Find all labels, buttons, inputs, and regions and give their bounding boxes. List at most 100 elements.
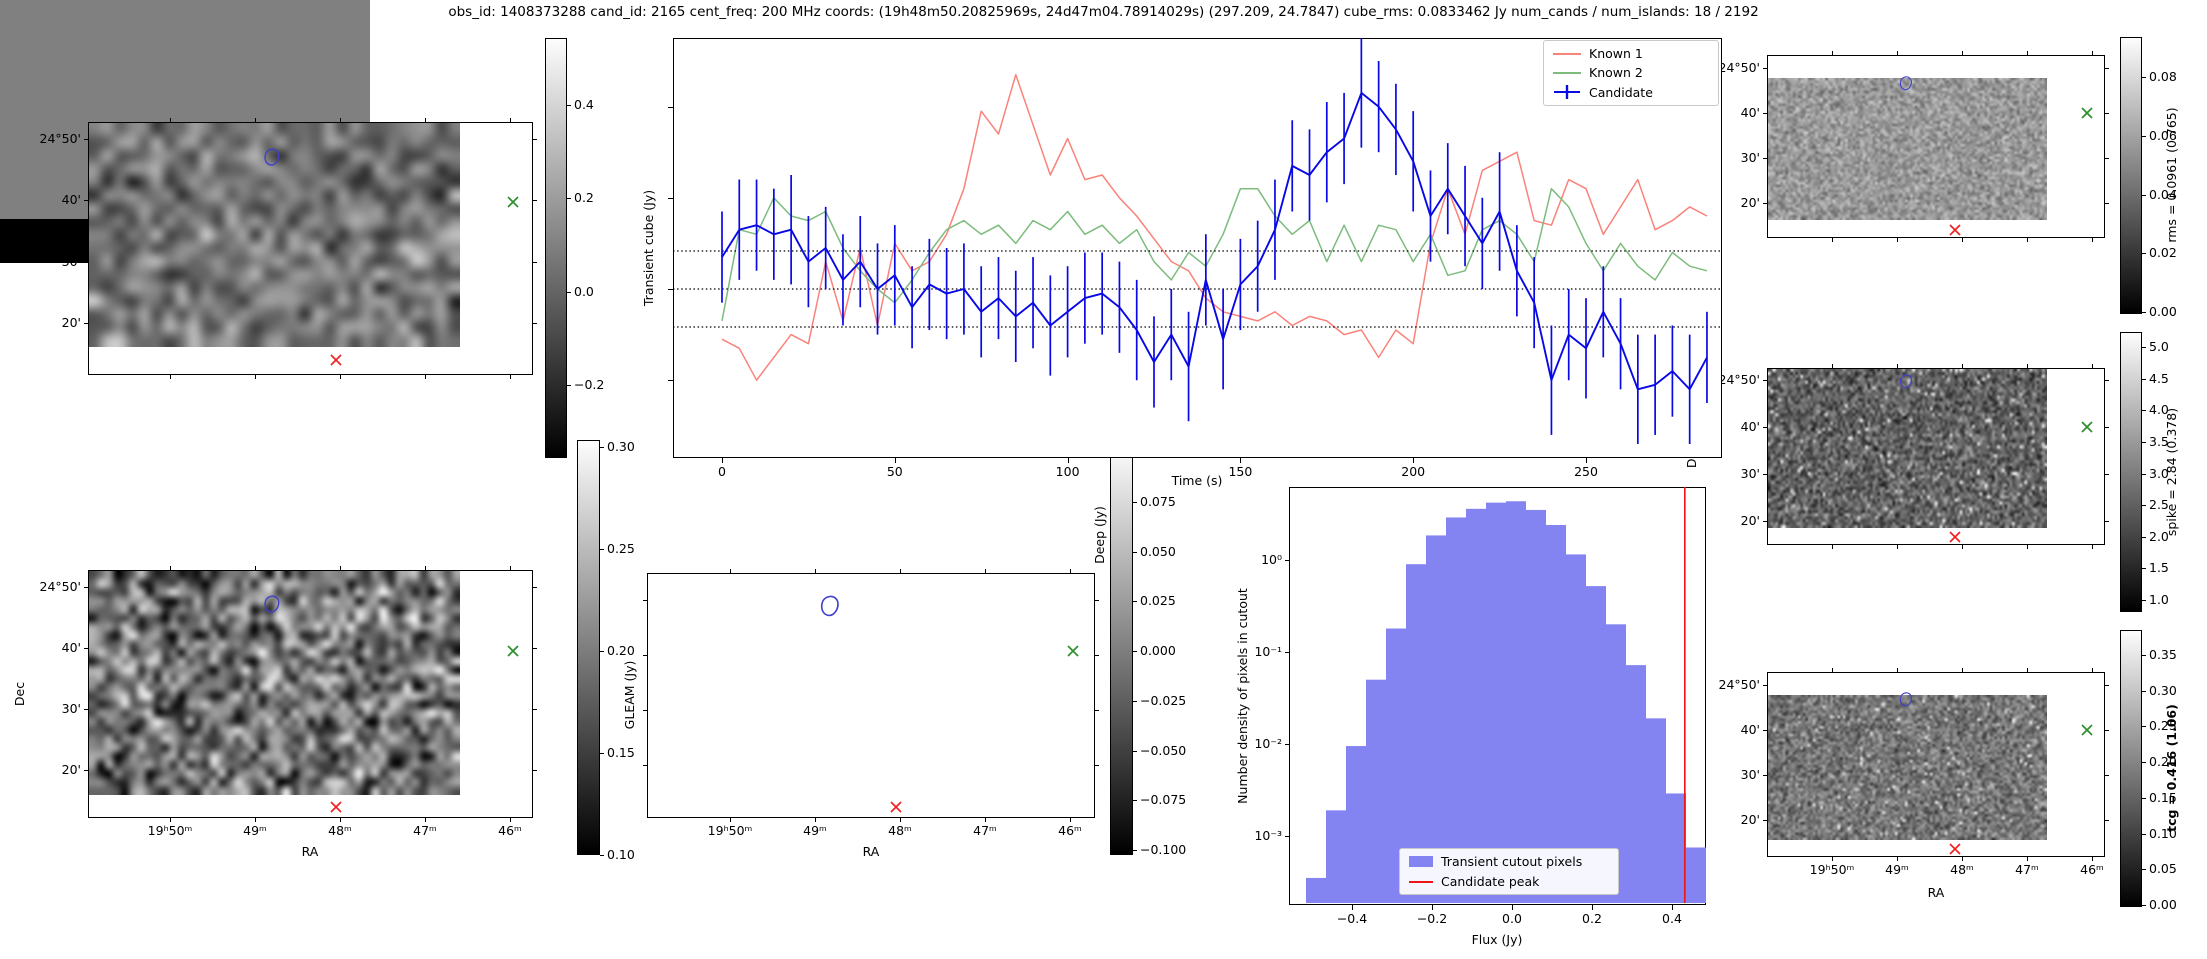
colorbar-tick-label: 2.5 [2149,496,2169,512]
tick-mark [1512,905,1513,910]
tick-mark [1763,685,1767,686]
colorbar-tick-label: −0.050 [1140,742,1187,758]
colorbar-tick-label: 0.0 [574,283,594,299]
tick-mark [1962,364,1963,368]
legend-label: Candidate peak [1441,874,1540,889]
known2-position-marker [1067,645,1079,657]
ytick-label: 40' [1740,721,1760,737]
tick-mark [2142,136,2146,137]
tick-mark [2105,158,2109,159]
tick-mark [533,323,537,324]
lightcurve-plot [673,38,1722,445]
tick-mark [1095,600,1099,601]
tick-mark [84,262,88,263]
tick-mark [533,262,537,263]
xtick-label: 200 [1401,463,1426,479]
xtick-label: 19ʰ50ᵐ [707,822,753,838]
xtick-label: 0.2 [1582,910,1602,926]
tick-mark [2142,77,2146,78]
colorbar-gleam [1110,445,1133,855]
axis-label-dec-top-left: Dec [11,235,27,261]
tick-mark [1962,238,1963,242]
tick-mark [170,566,171,570]
xtick-label: 47ᵐ [413,822,437,838]
transient_top-cutout-image [89,123,460,347]
colorbar-spike [2120,332,2142,612]
tick-mark [815,818,816,822]
tick-mark [2092,364,2093,368]
colorbar-tick-label: 4.5 [2149,370,2169,386]
xtick-label: 50 [886,463,903,479]
xtick-label: 49ᵐ [803,822,827,838]
colorbar-tick-label: −0.025 [1140,692,1187,708]
tick-mark [2105,820,2109,821]
axis-label-time: Time (s) [1171,472,1223,488]
candidate-contour [1899,374,1912,389]
tick-mark [2142,505,2146,506]
tick-mark [2092,668,2093,672]
candidate-contour [1899,76,1912,91]
colorbar-tick-label: 0.10 [607,846,635,862]
colorbar-tick-label: 5.0 [2149,338,2169,354]
colorbar-transient [545,38,567,458]
tick-mark [1592,905,1593,910]
tick-mark [1763,380,1767,381]
xtick-label: 46ᵐ [498,822,522,838]
tick-mark [2105,521,2109,522]
tick-mark [2142,379,2146,380]
tick-mark [340,118,341,122]
xtick-label: 49ᵐ [1885,861,1909,877]
rms_map-cutout-image [1768,78,2047,220]
candidate-contour [264,148,280,166]
colorbar-tick-label: 0.000 [1140,642,1176,658]
ytick-label: 10⁻² [1254,735,1282,751]
tick-mark [2027,364,2028,368]
colorbar-tick-label: 0.025 [1140,592,1176,608]
tick-mark [1897,364,1898,368]
tick-mark [2027,857,2028,861]
tick-mark [170,375,171,379]
tick-mark [425,566,426,570]
colorbar-tick-label: 4.0 [2149,401,2169,417]
tick-mark [2105,474,2109,475]
tick-mark [600,753,604,754]
tick-mark [84,200,88,201]
ytick-label: 40' [1740,104,1760,120]
tick-mark [2142,762,2146,763]
tick-mark [1285,560,1289,561]
tick-mark [2142,869,2146,870]
colorbar-tick-label: 0.075 [1140,493,1176,509]
tick-mark [1832,857,1833,861]
legend-entry-known1: Known 1 [1553,46,1709,61]
tick-mark [425,375,426,379]
tick-mark [1095,710,1099,711]
colorbar-tick-label: 0.10 [2149,825,2177,841]
colorbar-deep_small [577,440,600,855]
known1-line-swatch [1553,52,1581,55]
tick-mark [2092,857,2093,861]
tick-mark [84,587,88,588]
tick-mark [2105,203,2109,204]
tick-mark [567,292,571,293]
tick-mark [1133,502,1137,503]
tick-mark [1432,905,1433,910]
tick-mark [668,107,673,108]
colorbar-tick-label: 0.30 [2149,682,2177,698]
ytick-label: 30' [1740,766,1760,782]
colorbar-tick-label: −0.2 [574,376,605,392]
tick-mark [1832,364,1833,368]
tick-mark [567,385,571,386]
tick-mark [2142,312,2146,313]
tick-mark [425,118,426,122]
tick-mark [1133,751,1137,752]
xtick-label: 48ᵐ [328,822,352,838]
colorbar-tick-label: 0.04 [2149,186,2177,202]
candidate-peak-line-swatch [1409,880,1433,883]
tick-mark [2142,834,2146,835]
tick-mark [2027,51,2028,55]
tick-mark [1763,730,1767,731]
tick-mark [1763,113,1767,114]
axis-label-ra-bottom-left: RA [301,843,319,859]
known1-position-marker [890,801,902,813]
tick-mark [643,765,647,766]
